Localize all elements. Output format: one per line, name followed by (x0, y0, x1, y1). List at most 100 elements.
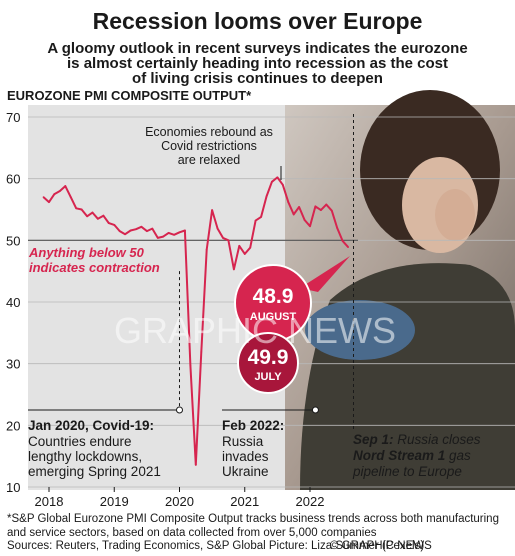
pmi-point (347, 246, 349, 249)
y-tick-label: 60 (6, 172, 20, 187)
pmi-point (97, 217, 99, 220)
pmi-point (314, 205, 317, 208)
pmi-point (211, 209, 214, 212)
pmi-point (249, 246, 252, 249)
ukraine-title: Feb 2022: (222, 418, 284, 433)
ukraine-annotation: Feb 2022: Russia invades Ukraine (222, 418, 284, 479)
pmi-point (341, 240, 344, 242)
pmi-point (336, 227, 339, 229)
pmi-point (276, 176, 279, 179)
august-badge: 48.9 AUGUST (234, 264, 312, 342)
pmi-point (91, 211, 94, 214)
x-tick-label: 2018 (35, 494, 64, 509)
rebound-line-3: are relaxed (178, 153, 241, 167)
rebound-annotation: Economies rebound as Covid restrictions … (145, 125, 273, 167)
footnote-line-1: *S&P Global Eurozone PMI Composite Outpu… (7, 513, 499, 525)
nord-text-3: pipeline to Europe (352, 464, 462, 479)
pmi-point (58, 190, 61, 192)
pmi-point (287, 201, 290, 204)
pmi-point (216, 227, 219, 230)
ukraine-body-3: Ukraine (222, 464, 269, 479)
covid-body-2: lengthy lockdowns, (28, 449, 142, 464)
svg-text:Nord Stream 1 gas: Nord Stream 1 gas (353, 448, 471, 463)
covid-body-3: emerging Spring 2021 (28, 464, 161, 479)
x-tick-label: 2021 (230, 494, 259, 509)
july-badge: 49.9 JULY (237, 332, 299, 394)
credit: © GRAPHIC NEWS (330, 540, 432, 552)
pmi-point (124, 233, 127, 236)
july-label: JULY (254, 371, 282, 383)
nord-title: Sep 1: (353, 432, 394, 447)
subtitle-line-3: of living crisis continues to deepen (132, 70, 383, 87)
pmi-point (107, 222, 110, 224)
july-value: 49.9 (248, 346, 289, 369)
pmi-point (194, 463, 197, 466)
x-tick-label: 2019 (100, 494, 129, 509)
pmi-point (200, 351, 203, 353)
pmi-point (129, 229, 132, 232)
pmi-point (292, 213, 295, 216)
pmi-point (75, 207, 78, 210)
badge-pointer (300, 256, 350, 292)
pmi-point (69, 196, 72, 199)
pmi-point (135, 228, 137, 231)
pmi-point (48, 201, 50, 204)
pmi-point (86, 215, 88, 218)
pmi-point (232, 268, 235, 271)
pmi-point (145, 230, 148, 232)
pmi-point (298, 206, 301, 208)
footnote-line-2: and service sectors, based on data colle… (7, 527, 377, 539)
pmi-point (265, 195, 268, 198)
pmi-point (118, 230, 121, 232)
pmi-point (80, 208, 83, 211)
svg-text:Sep 1: Russia closes: Sep 1: Russia closes (353, 432, 481, 447)
rebound-line-2: Covid restrictions (161, 139, 257, 153)
covid-annotation: Jan 2020, Covid-19: Countries endure len… (28, 418, 161, 479)
y-tick-label: 30 (6, 357, 20, 372)
pmi-point (151, 227, 154, 230)
pmi-point (64, 185, 67, 187)
pmi-point (260, 216, 262, 218)
contraction-line-1: Anything below 50 (28, 245, 145, 260)
contraction-annotation: Anything below 50 indicates contraction (28, 245, 160, 275)
pmi-point (42, 196, 45, 199)
y-tick-label: 50 (6, 233, 20, 248)
nord-stream-name: Nord Stream 1 (353, 448, 445, 463)
pmi-point (330, 209, 333, 212)
pmi-point (243, 253, 246, 255)
pmi-point (113, 224, 116, 226)
rebound-line-1: Economies rebound as (145, 125, 273, 139)
contraction-line-2: indicates contraction (29, 260, 160, 275)
pmi-point (53, 193, 56, 195)
pmi-point (227, 239, 230, 242)
pmi-point (303, 219, 306, 221)
feb-marker-dot (311, 406, 319, 414)
pmi-point (162, 235, 165, 238)
pmi-points (42, 176, 349, 466)
pmi-point (189, 364, 192, 367)
ukraine-body-1: Russia (222, 434, 264, 449)
august-value: 48.9 (253, 285, 294, 308)
pmi-point (167, 232, 170, 234)
sources: Sources: Reuters, Trading Economics, S&P… (7, 540, 425, 552)
pmi-point (140, 225, 143, 228)
pmi-point (309, 225, 311, 228)
woman-photo (285, 90, 515, 490)
covid-body-1: Countries endure (28, 434, 132, 449)
pmi-point (271, 180, 273, 183)
y-tick-label: 40 (6, 295, 20, 310)
pmi-point (102, 214, 105, 217)
pmi-point (319, 209, 322, 212)
covid-title: Jan 2020, Covid-19: (28, 418, 154, 433)
watermark: GRAPHIC NEWS (114, 310, 396, 351)
subtitle-line-1: A gloomy outlook in recent surveys indic… (47, 40, 468, 57)
y-tick-label: 20 (6, 418, 20, 433)
pmi-point (156, 236, 159, 239)
nord-text-1: Russia closes (394, 432, 481, 447)
pmi-point (254, 219, 257, 222)
pmi-point (281, 183, 284, 186)
nord-stream-annotation: Sep 1: Russia closes Nord Stream 1 gas p… (352, 432, 481, 479)
x-tick-label: 2022 (296, 494, 325, 509)
